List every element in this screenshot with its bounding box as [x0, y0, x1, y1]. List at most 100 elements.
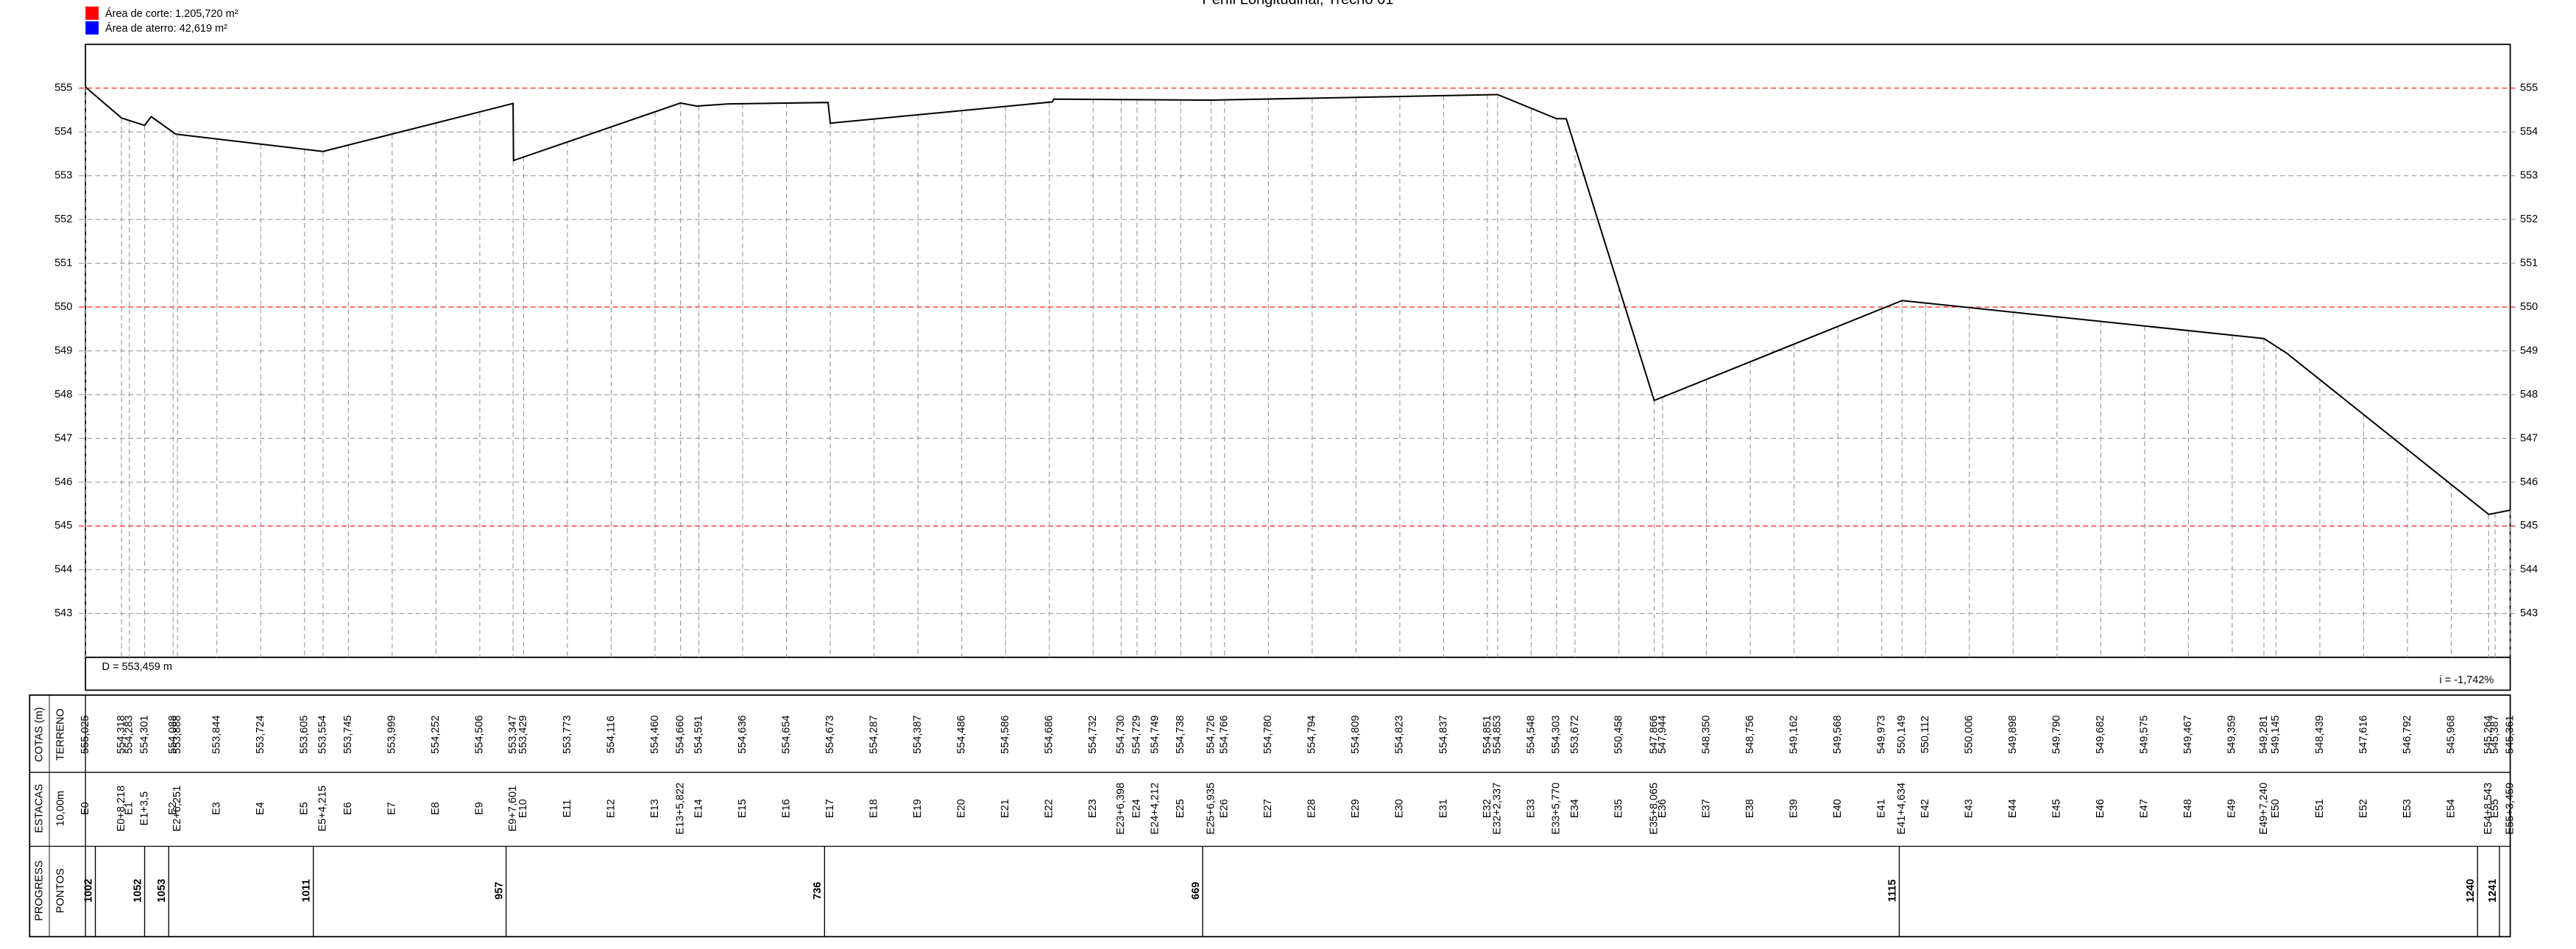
station-cota: 554,766	[1219, 716, 1231, 754]
station-cota: 554,586	[999, 716, 1011, 754]
y-tick-label-right: 546	[2520, 476, 2538, 488]
y-tick-label: 551	[54, 257, 72, 269]
y-tick-label: 548	[54, 389, 72, 401]
station-label: E32	[1482, 799, 1493, 818]
legend-label: Área de corte: 1.205,720 m²	[105, 7, 238, 20]
station-label: E41	[1876, 799, 1888, 818]
station-cota: 548,756	[1744, 716, 1756, 754]
station-label: E48	[2182, 799, 2194, 818]
row-header: TERRENO	[54, 708, 66, 761]
station-label: E24+4,212	[1150, 783, 1161, 835]
station-label: E51	[2314, 799, 2326, 818]
y-tick-label: 550	[54, 301, 72, 313]
station-cota: 549,575	[2139, 716, 2151, 754]
station-label: E24	[1131, 799, 1143, 818]
station-cota: 553,554	[317, 716, 329, 754]
station-cota: 546,792	[2402, 716, 2413, 754]
point-label: 1240	[2465, 879, 2477, 903]
station-label: E53	[2402, 799, 2413, 818]
row-header: PROGRESS	[33, 861, 45, 921]
station-cota: 554,732	[1087, 716, 1099, 754]
station-cota: 545,387	[2489, 716, 2501, 754]
station-label: E25+6,935	[1205, 783, 1217, 835]
station-cota: 554,636	[737, 716, 749, 754]
station-label: E13+5,822	[674, 783, 686, 835]
point-label: 736	[812, 882, 824, 900]
station-label: E35+8,065	[1648, 783, 1660, 835]
station-label: E11	[562, 800, 573, 818]
station-label: E49	[2226, 799, 2238, 818]
y-tick-label: 544	[54, 564, 72, 576]
y-tick-label-right: 545	[2520, 520, 2538, 532]
legend-swatch	[85, 21, 99, 35]
station-cota: 550,006	[1964, 716, 1975, 754]
station-cota: 548,350	[1700, 716, 1712, 754]
y-tick-label: 552	[54, 214, 72, 225]
y-tick-label-right: 547	[2520, 432, 2538, 444]
station-cota: 553,999	[386, 716, 398, 754]
station-cota: 554,837	[1437, 716, 1449, 754]
station-label: E41+4,634	[1896, 783, 1908, 835]
station-cota: 554,730	[1115, 716, 1127, 754]
station-label: E17	[824, 799, 836, 818]
station-cota: 554,809	[1350, 716, 1362, 754]
station-cota: 554,660	[674, 716, 686, 754]
station-label: E40	[1832, 799, 1844, 818]
station-cota: 553,605	[299, 716, 311, 754]
terrain-profile	[85, 86, 2510, 515]
station-label: E36	[1657, 799, 1669, 818]
y-tick-label-right: 551	[2520, 257, 2538, 269]
station-cota: 550,149	[1896, 716, 1908, 754]
station-label: E12	[605, 799, 617, 818]
point-label: 1115	[1886, 879, 1898, 902]
station-cota: 549,898	[2007, 716, 2019, 754]
station-label: E44	[2007, 799, 2019, 818]
station-label: E16	[780, 799, 792, 818]
station-label: E0+8,218	[116, 786, 127, 832]
station-cota: 553,888	[171, 716, 183, 754]
station-label: E1	[124, 802, 135, 815]
station-label: E54	[2445, 799, 2457, 818]
y-tick-label: 547	[54, 432, 72, 444]
station-label: E20	[955, 799, 967, 818]
station-label: E55+3,459	[2504, 783, 2516, 835]
station-cota: 554,749	[1150, 716, 1161, 754]
station-label: E47	[2139, 799, 2151, 818]
station-cota: 550,112	[1919, 716, 1931, 753]
point-label: 1002	[82, 879, 94, 903]
station-label: E21	[999, 799, 1011, 818]
legend-label: Área de aterro: 42,619 m²	[105, 22, 227, 35]
station-cota: 549,790	[2051, 716, 2063, 754]
station-label: E32+2,337	[1492, 783, 1504, 835]
station-cota: 553,745	[342, 716, 354, 754]
station-cota: 549,359	[2226, 716, 2238, 754]
station-label: E5+4,215	[317, 786, 329, 832]
station-label: E42	[1919, 799, 1931, 818]
station-label: E29	[1350, 799, 1362, 818]
station-label: E8	[430, 802, 442, 815]
station-cota: 549,162	[1788, 716, 1800, 754]
row-header: ESTACAS	[33, 784, 45, 833]
station-cota: 554,548	[1525, 716, 1537, 754]
station-cota: 553,773	[562, 716, 573, 754]
station-cota: 553,429	[517, 716, 529, 754]
station-cota: 554,252	[430, 716, 442, 754]
station-label: E3	[211, 802, 223, 815]
point-label: 1241	[2487, 879, 2499, 903]
station-label: E5	[299, 802, 311, 815]
point-label: 1053	[156, 879, 168, 903]
station-label: E37	[1700, 799, 1712, 818]
station-cota: 554,726	[1205, 716, 1217, 754]
station-cota: 554,460	[649, 716, 661, 754]
station-cota: 554,853	[1492, 716, 1504, 754]
station-cota: 547,616	[2357, 716, 2369, 754]
station-cota: 548,439	[2314, 716, 2326, 754]
y-tick-label-right: 549	[2520, 345, 2538, 356]
station-label: E23	[1087, 799, 1099, 818]
station-cota: 549,467	[2182, 716, 2194, 754]
station-cota: 554,729	[1131, 716, 1143, 754]
station-label: E18	[868, 799, 880, 818]
station-cota: 554,673	[824, 716, 836, 754]
station-label: E39	[1788, 799, 1800, 818]
station-cota: 554,780	[1262, 716, 1274, 754]
